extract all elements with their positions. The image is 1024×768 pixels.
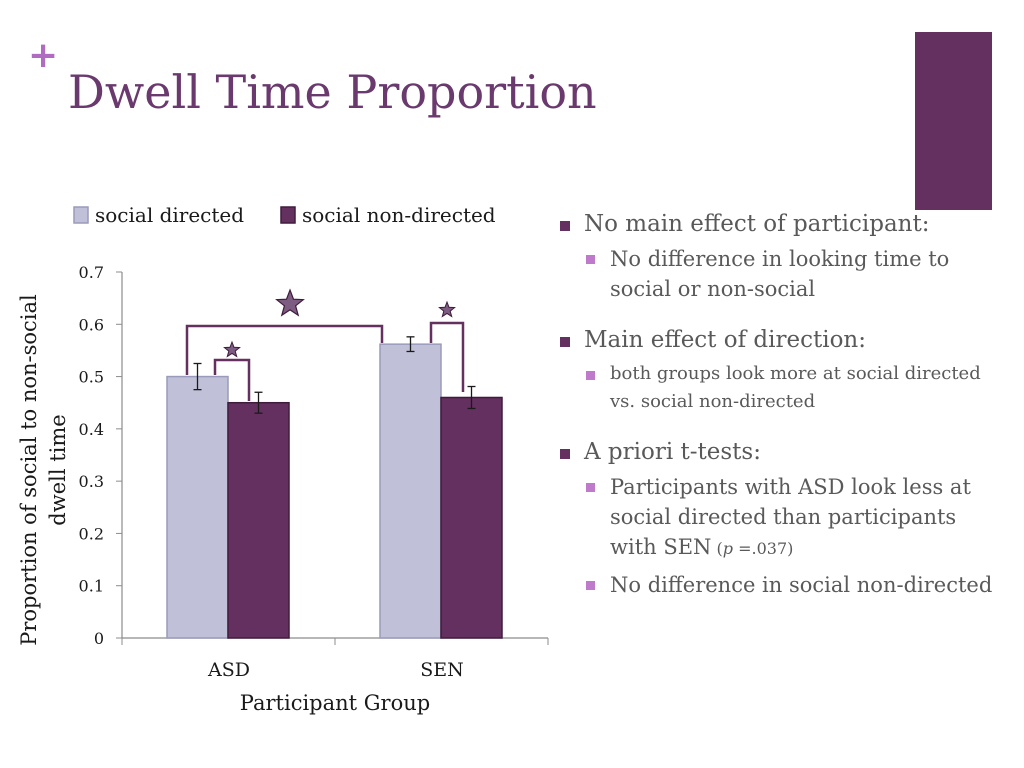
x-axis-label: Participant Group xyxy=(240,691,430,715)
bracket-asd xyxy=(213,358,251,401)
stat-open: ( xyxy=(711,539,723,558)
y-tick-label: 0.7 xyxy=(79,263,104,282)
bullet-text: No main effect of participant: xyxy=(584,211,930,237)
bracket-between-groups xyxy=(185,324,384,375)
bullet-square-icon xyxy=(560,221,570,231)
bullet-text: A priori t-tests: xyxy=(584,439,761,465)
stat-p-value: =.037) xyxy=(733,539,794,558)
bullet-item: Main effect of direction: xyxy=(560,326,1000,354)
x-tick-label-sen: SEN xyxy=(420,659,464,681)
legend-swatch-social-non-directed xyxy=(280,206,296,224)
bullet-item: No main effect of participant: xyxy=(560,210,1000,238)
y-tick-label: 0.4 xyxy=(79,420,104,439)
significance-star-icon xyxy=(275,288,305,317)
sub-bullet-item: both groups look more at social directed… xyxy=(560,360,1000,416)
error-bar xyxy=(193,362,202,391)
sub-bullet-square-icon xyxy=(586,483,595,492)
slide-title: Dwell Time Proportion xyxy=(68,65,597,119)
legend: social directed social non-directed xyxy=(73,203,496,227)
y-tick-label: 0.1 xyxy=(79,577,104,596)
y-tick-label: 0 xyxy=(94,629,104,648)
y-axis-label-line1: Proportion of social to non-social xyxy=(17,294,41,646)
sub-bullet-item: No difference in looking time to social … xyxy=(560,244,1000,304)
error-bar xyxy=(406,336,415,353)
significance-star-icon xyxy=(438,300,456,318)
bullet-text: Main effect of direction: xyxy=(584,327,866,353)
bar-social-directed-asd xyxy=(166,375,229,639)
legend-swatch-social-directed xyxy=(73,206,89,224)
significance-brackets xyxy=(185,321,465,401)
sub-bullet-text: Participants with ASD look less at socia… xyxy=(610,475,971,559)
y-tick-label: 0.5 xyxy=(79,368,104,387)
bar-social-non-directed-sen xyxy=(440,396,503,639)
legend-label-social-directed: social directed xyxy=(95,203,244,227)
error-bar xyxy=(467,385,476,410)
sub-bullet-text: No difference in social non-directed xyxy=(610,573,993,597)
sub-bullet-item: Participants with ASD look less at socia… xyxy=(560,472,1000,564)
bar-social-directed-sen xyxy=(379,343,442,639)
sub-bullet-text: No difference in looking time to social … xyxy=(610,247,950,301)
significance-star-icon xyxy=(223,340,241,358)
bar-social-non-directed-asd xyxy=(227,401,290,639)
bullet-list: No main effect of participant: No differe… xyxy=(560,210,1000,600)
sub-bullet-square-icon xyxy=(586,581,595,590)
bullet-square-icon xyxy=(560,449,570,459)
sub-bullet-square-icon xyxy=(586,255,595,264)
y-tick-label: 0.3 xyxy=(79,472,104,491)
bullet-square-icon xyxy=(560,337,570,347)
sub-bullet-item: No difference in social non-directed xyxy=(560,570,1000,600)
accent-bar xyxy=(915,32,992,210)
sub-bullet-square-icon xyxy=(586,371,595,380)
stat-p-symbol: p xyxy=(722,539,733,558)
bullet-item: A priori t-tests: xyxy=(560,438,1000,466)
x-tick-label-asd: ASD xyxy=(207,659,250,681)
y-tick-label: 0.6 xyxy=(79,315,104,334)
sub-bullet-text: both groups look more at social directed… xyxy=(610,363,981,412)
legend-label-social-non-directed: social non-directed xyxy=(302,203,496,227)
error-bar xyxy=(254,391,263,414)
plus-accent-icon: + xyxy=(28,35,59,76)
y-tick-label: 0.2 xyxy=(79,524,104,543)
y-axis-label-line2: dwell time xyxy=(46,414,70,525)
bracket-sen xyxy=(429,321,465,392)
